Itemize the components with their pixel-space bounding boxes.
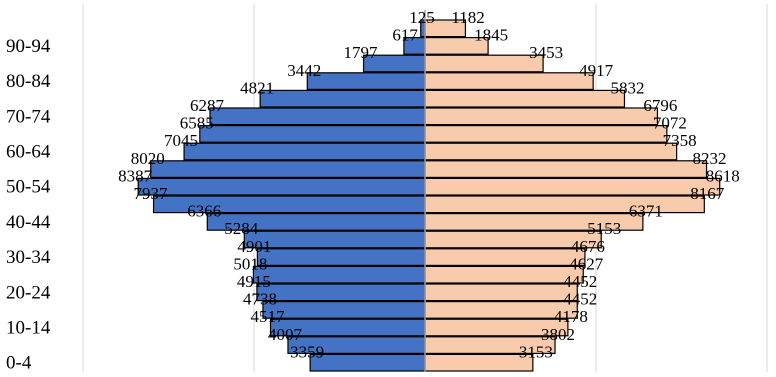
- data-label-left-5-9: 4007: [268, 325, 303, 344]
- data-label-right-55-59: 8232: [693, 149, 727, 168]
- y-tick-label-0-4: 0-4: [6, 353, 32, 372]
- data-label-right-50-54: 8618: [706, 166, 740, 185]
- data-label-left-70-74: 6287: [190, 96, 225, 115]
- bar-right-75-79: [424, 89, 626, 108]
- data-label-left-95-99: 125: [409, 8, 435, 27]
- data-label-right-75-79: 5832: [610, 78, 644, 97]
- bar-right-20-24: [424, 283, 578, 302]
- data-label-left-10-14: 4517: [251, 307, 286, 326]
- data-label-left-75-79: 4821: [240, 78, 274, 97]
- bar-left-55-59: [150, 160, 426, 179]
- y-tick-label-90-94: 90-94: [6, 36, 51, 57]
- data-label-right-30-34: 4676: [571, 237, 605, 256]
- y-tick-label-50-54: 50-54: [6, 177, 51, 198]
- bar-left-70-74: [209, 107, 426, 126]
- data-label-right-60-64: 7358: [663, 131, 697, 150]
- bar-right-70-74: [424, 107, 659, 126]
- data-label-right-20-24: 4452: [563, 272, 597, 291]
- y-axis-tick-labels: 0-4 10-14 20-24 30-34 40-44 50-54 60-64 70-74 80…: [6, 36, 51, 374]
- data-label-right-10-14: 4178: [554, 307, 588, 326]
- data-label-left-55-59: 8020: [131, 149, 165, 168]
- data-label-left-35-39: 5284: [224, 219, 259, 238]
- data-label-right-95-99: 1182: [451, 8, 484, 27]
- data-label-right-70-74: 6796: [643, 96, 677, 115]
- data-label-right-0-4: 3153: [519, 342, 553, 361]
- bar-left-80-84: [306, 72, 426, 91]
- data-label-left-80-84: 3442: [287, 61, 321, 80]
- bar-left-20-24: [256, 283, 426, 302]
- data-label-left-0-4: 3359: [290, 342, 324, 361]
- bar-left-75-79: [259, 89, 426, 108]
- bar-left-65-69: [199, 124, 426, 143]
- bar-left-50-54: [137, 177, 426, 196]
- data-label-right-5-9: 3802: [541, 325, 575, 344]
- data-label-right-85-89: 3453: [529, 43, 563, 62]
- y-tick-label-60-64: 60-64: [6, 142, 51, 163]
- data-label-left-40-44: 6366: [187, 202, 221, 221]
- bar-left-30-34: [256, 248, 426, 267]
- data-label-left-60-64: 7045: [164, 131, 198, 150]
- y-tick-label-40-44: 40-44: [6, 212, 51, 233]
- data-label-right-40-44: 6371: [629, 202, 663, 221]
- data-label-left-25-29: 5018: [233, 254, 267, 273]
- bar-right-0-4: [424, 353, 534, 372]
- y-tick-label-30-34: 30-34: [6, 247, 51, 268]
- bar-left-60-64: [183, 142, 426, 161]
- bar-right-25-29: [424, 265, 584, 284]
- data-labels: 3359 3153 4007 3802 4517 4178 4738 4452 4915 4452…: [118, 8, 740, 361]
- bars: [137, 19, 721, 372]
- bar-right-65-69: [424, 124, 668, 143]
- bar-right-80-84: [424, 72, 594, 91]
- bar-right-30-34: [424, 248, 586, 267]
- y-tick-label-80-84: 80-84: [6, 71, 51, 92]
- data-label-right-65-69: 7072: [653, 114, 687, 133]
- bar-left-15-19: [262, 301, 426, 319]
- y-tick-label-70-74: 70-74: [6, 106, 51, 127]
- data-label-left-45-49: 7937: [134, 184, 169, 203]
- data-label-right-25-29: 4627: [569, 254, 604, 273]
- data-label-left-50-54: 8387: [118, 166, 153, 185]
- bar-right-85-89: [424, 54, 544, 73]
- y-tick-label-10-14: 10-14: [6, 318, 51, 339]
- bar-right-55-59: [424, 160, 708, 179]
- data-label-left-15-19: 4738: [243, 290, 277, 309]
- y-tick-label-20-24: 20-24: [6, 282, 51, 303]
- bar-right-60-64: [424, 142, 678, 161]
- bar-left-35-39: [243, 230, 426, 249]
- data-label-right-45-49: 8167: [690, 184, 725, 203]
- data-label-right-90-94: 1845: [474, 26, 508, 45]
- data-label-right-15-19: 4452: [563, 290, 597, 309]
- data-label-right-80-84: 4917: [579, 61, 614, 80]
- data-label-right-35-39: 5153: [587, 219, 621, 238]
- data-label-left-65-69: 6585: [180, 114, 214, 133]
- data-label-left-20-24: 4915: [237, 272, 271, 291]
- bar-left-0-4: [309, 353, 426, 372]
- data-label-left-85-89: 1797: [344, 43, 379, 62]
- data-label-left-90-94: 617: [392, 26, 418, 45]
- bar-left-25-29: [252, 265, 426, 284]
- bar-right-50-54: [424, 177, 721, 196]
- data-label-left-30-34: 4901: [237, 237, 271, 256]
